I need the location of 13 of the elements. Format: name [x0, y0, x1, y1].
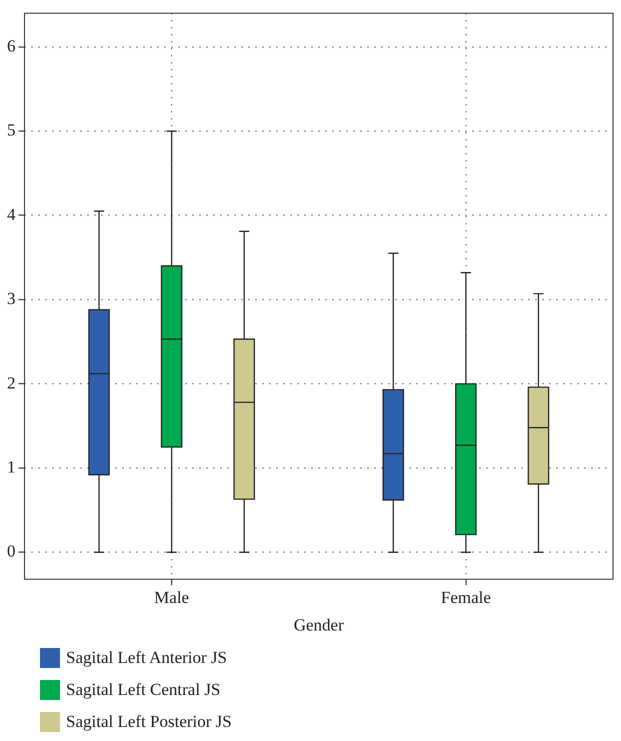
x-tick-label: Male — [154, 588, 190, 607]
legend-label: Sagital Left Anterior JS — [66, 648, 228, 668]
legend-label: Sagital Left Central JS — [66, 680, 220, 700]
y-tick-label: 1 — [7, 457, 16, 476]
y-tick-label: 2 — [7, 373, 16, 392]
y-tick-label: 3 — [7, 289, 16, 308]
legend-label: Sagital Left Posterior JS — [66, 712, 232, 732]
x-tick-label: Female — [440, 588, 491, 607]
y-tick-label: 4 — [7, 204, 16, 224]
y-tick-label: 0 — [7, 542, 16, 561]
x-axis-title: Gender — [294, 615, 344, 634]
y-tick-label: 5 — [7, 120, 16, 140]
y-tick-label: 6 — [7, 36, 16, 56]
